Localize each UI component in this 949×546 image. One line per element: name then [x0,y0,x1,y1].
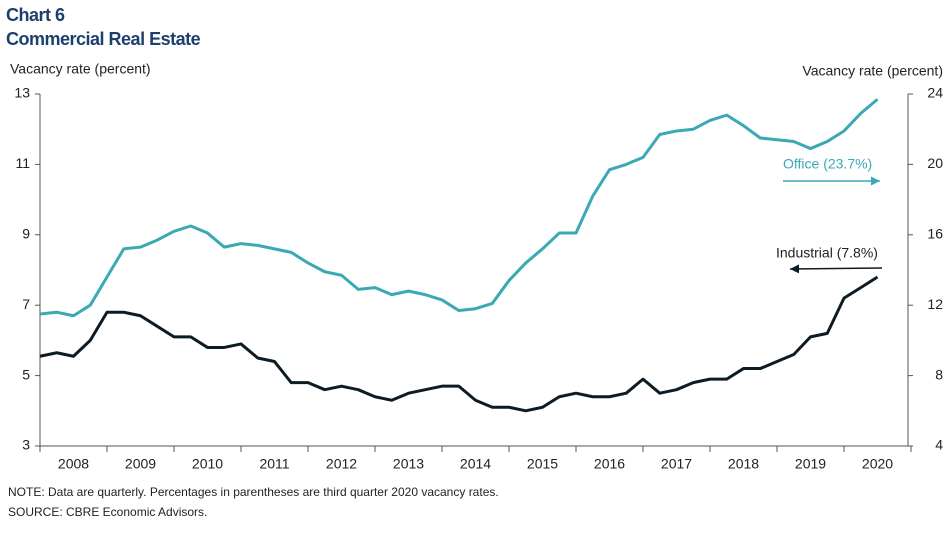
source: SOURCE: CBRE Economic Advisors. [8,505,207,519]
y2-tick-label: 24 [927,85,943,101]
annotation: Office (23.7%) [783,156,872,172]
annotation-arrow [789,264,883,274]
x-tick-label: 2019 [795,456,826,472]
y-tick-label: 11 [15,155,30,171]
annotation: Industrial (7.8%) [776,245,878,261]
y-tick-label: 7 [22,296,30,312]
x-tick-label: 2015 [527,456,558,472]
y-axis-label: Vacancy rate (percent) [10,61,151,77]
line-series [39,98,879,318]
x-tick-label: 2016 [594,456,625,472]
y-tick-label: 13 [14,85,30,101]
y2-tick-label: 4 [935,437,943,453]
x-tick-label: 2011 [259,456,289,472]
x-tick-label: 2018 [728,456,759,472]
y-tick-label: 3 [22,437,30,453]
line-series [39,275,879,413]
y2-tick-label: 8 [935,366,943,382]
x-tick-label: 2010 [192,456,223,472]
x-tick-label: 2014 [460,456,491,472]
x-tick-label: 2009 [125,456,156,472]
y2-tick-label: 20 [927,155,943,171]
y-tick-label: 9 [22,226,30,242]
y2-tick-label: 16 [927,226,943,242]
y2-axis-label: Vacancy rate (percent) [802,63,943,79]
note: NOTE: Data are quarterly. Percentages in… [8,485,499,499]
chart-subtitle: Commercial Real Estate [6,29,201,49]
y-tick-label: 5 [22,366,30,382]
chart-title: Chart 6 [6,5,65,25]
x-tick-label: 2013 [393,456,424,472]
y2-tick-label: 12 [927,296,943,312]
x-tick-label: 2012 [326,456,357,472]
x-tick-label: 2020 [862,456,893,472]
x-tick-label: 2017 [661,456,692,472]
x-tick-label: 2008 [58,456,89,472]
